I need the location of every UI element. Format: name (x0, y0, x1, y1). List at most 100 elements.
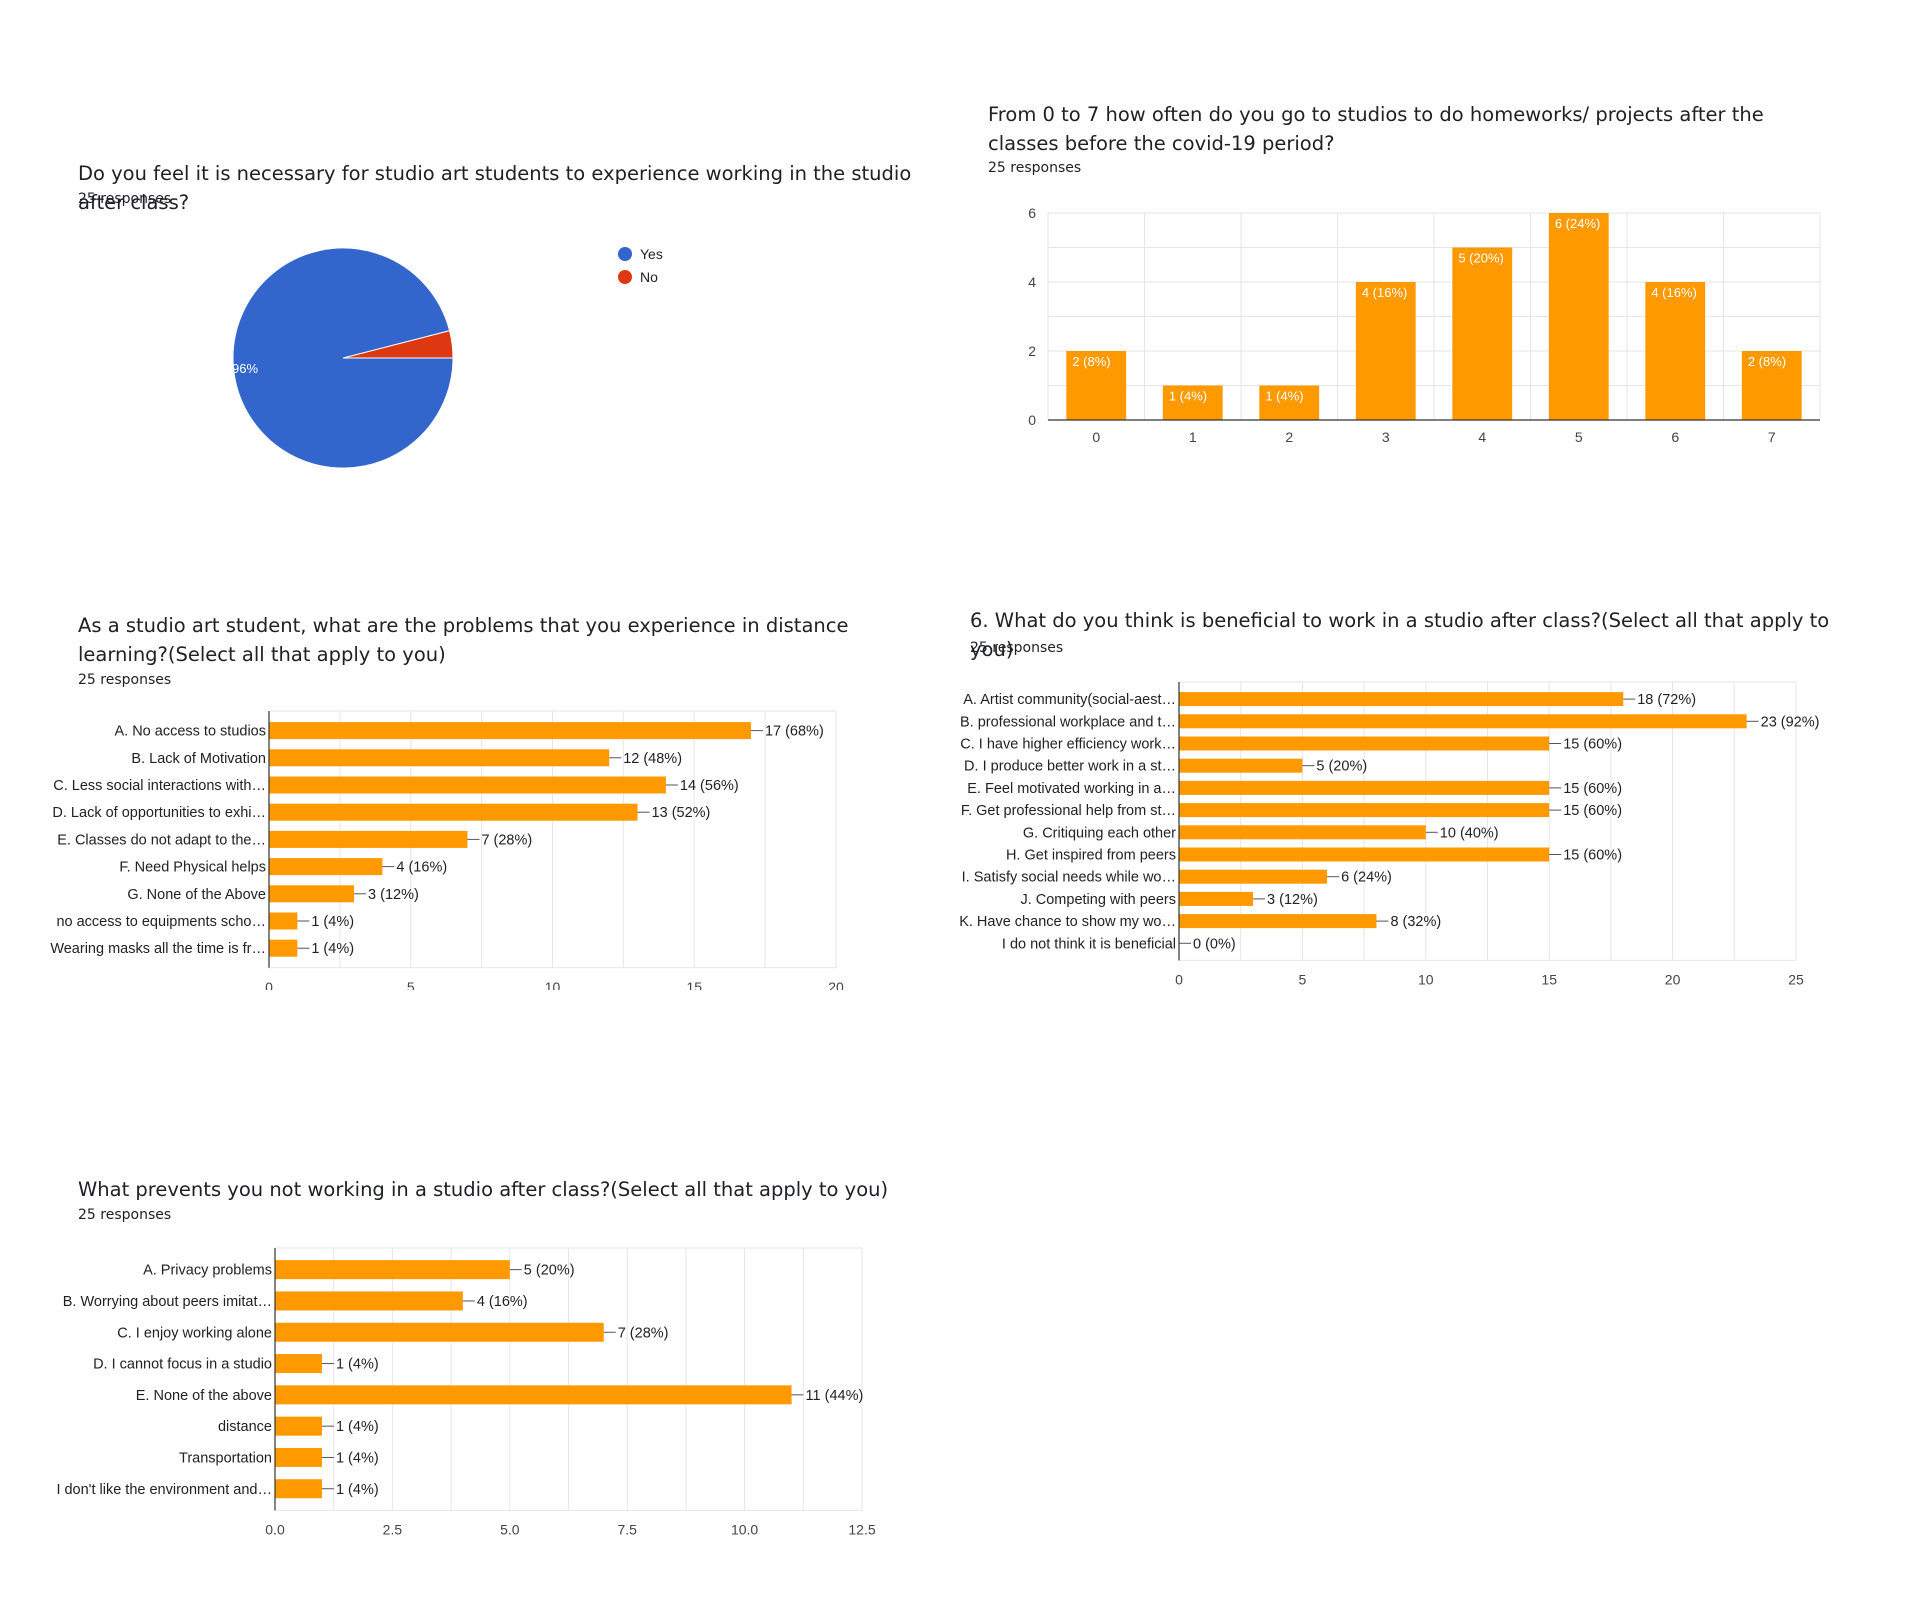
bar-data-label: 5 (20%) (1458, 251, 1504, 266)
x-tick-label: 4 (1478, 429, 1486, 445)
legend-label-no: No (640, 268, 658, 285)
x-tick-label: 15 (686, 979, 702, 990)
bar-data-label: 18 (72%) (1637, 692, 1696, 708)
pie-slice-yes (232, 247, 454, 469)
bar-data-label: 1 (4%) (336, 1357, 379, 1373)
q3-bar-chart: 0 5 10 15 20 17 (68%) A. No access to studios 1… (50, 710, 844, 990)
x-tick-label: 5 (1299, 971, 1307, 985)
x-tick-label: 12.5 (848, 1521, 875, 1535)
bar (275, 1260, 510, 1280)
x-tick-label: 5.0 (500, 1521, 520, 1535)
bar-data-label: 7 (28%) (618, 1325, 669, 1341)
bar-data-label: 6 (24%) (1341, 870, 1392, 886)
bar-data-label: 0 (0%) (1193, 936, 1236, 952)
pie-slice-label-yes: 96% (232, 361, 258, 376)
bar-data-label: 14 (56%) (680, 778, 739, 794)
y-tick-label: 4 (1028, 274, 1036, 290)
category-label: F. Need Physical helps (119, 860, 266, 876)
bar-data-label: 12 (48%) (623, 751, 682, 767)
legend-dot-yes (618, 246, 632, 261)
bar-data-label: 3 (12%) (368, 887, 419, 903)
category-label: F. Get professional help from st… (961, 803, 1176, 819)
x-tick-label: 6 (1671, 429, 1679, 445)
bar-data-label: 2 (8%) (1748, 354, 1786, 369)
category-label: D. I produce better work in a st… (964, 759, 1176, 775)
bar-data-label: 5 (20%) (1316, 759, 1367, 775)
category-label: G. Critiquing each other (1023, 825, 1176, 841)
category-label: E. None of the above (136, 1388, 272, 1404)
bar-3 (1355, 282, 1416, 420)
bar-data-label: 4 (16%) (1362, 285, 1408, 300)
bar (1179, 891, 1254, 906)
bar (275, 1479, 322, 1499)
category-label: C. I have higher efficiency work… (960, 737, 1176, 753)
legend-dot-no (618, 269, 632, 284)
y-tick-label: 6 (1028, 205, 1036, 221)
bar-data-label: 1 (4%) (1169, 389, 1207, 404)
bar-0 (1066, 351, 1127, 420)
x-tick-label: 20 (828, 979, 844, 990)
q1-legend: Yes No (618, 242, 663, 288)
legend-item-yes: Yes (618, 242, 663, 265)
x-tick-label: 10.0 (731, 1521, 758, 1535)
bar-5 (1548, 213, 1609, 420)
q1-title: Do you feel it is necessary for studio a… (78, 162, 912, 214)
q2-title: From 0 to 7 how often do you go to studi… (988, 103, 1764, 155)
x-tick-label: 7.5 (617, 1521, 637, 1535)
bar (1179, 780, 1550, 795)
q2-responses: 25 responses (988, 160, 1082, 176)
bar-data-label: 15 (60%) (1563, 848, 1622, 864)
category-label: K. Have chance to show my wo… (959, 914, 1176, 930)
category-label: J. Competing with peers (1020, 892, 1176, 908)
bar (269, 830, 468, 848)
bar-data-label: 1 (4%) (1265, 389, 1303, 404)
q5-panel: What prevents you not working in a studi… (0, 0, 950, 1598)
category-label: no access to equipments scho… (56, 914, 266, 930)
category-label: C. I enjoy working alone (117, 1325, 272, 1341)
x-tick-label: 10 (1418, 971, 1434, 985)
x-tick-label: 20 (1665, 971, 1681, 985)
bar (1179, 714, 1747, 729)
bar-data-label: 4 (16%) (396, 860, 447, 876)
bar-data-label: 15 (60%) (1563, 781, 1622, 797)
legend-label-yes: Yes (640, 245, 663, 262)
bar-data-label: 5 (20%) (524, 1263, 575, 1279)
q1-panel: Do you feel it is necessary for studio a… (0, 0, 950, 560)
bar-data-label: 13 (52%) (652, 805, 711, 821)
bar (275, 1291, 463, 1311)
x-tick-label: 0 (1092, 429, 1100, 445)
x-tick-label: 2 (1285, 429, 1293, 445)
x-tick-label: 5 (407, 979, 415, 990)
q4-responses: 25 responses (970, 640, 1064, 656)
bar (269, 722, 751, 740)
category-label: A. No access to studios (114, 724, 266, 740)
q4-panel: 6. What do you think is beneficial to wo… (959, 609, 1829, 985)
category-label: distance (218, 1419, 272, 1435)
category-label: Transportation (179, 1450, 272, 1466)
bar (275, 1354, 322, 1374)
category-label: I do not think it is beneficial (1002, 936, 1176, 952)
x-tick-label: 15 (1541, 971, 1557, 985)
category-label: D. I cannot focus in a studio (93, 1357, 272, 1373)
bar (269, 749, 610, 767)
category-label: H. Get inspired from peers (1006, 848, 1176, 864)
bar-4 (1452, 247, 1513, 420)
x-tick-label: 25 (1788, 971, 1804, 985)
bar-data-label: 2 (8%) (1072, 354, 1110, 369)
q3-title: As a studio art student, what are the pr… (78, 614, 849, 666)
y-tick-label: 0 (1028, 412, 1036, 428)
q2-panel: From 0 to 7 how often do you go to studi… (0, 0, 1910, 560)
x-tick-label: 3 (1382, 429, 1390, 445)
q2-bar-chart: 0 2 4 6 2 (8%) 0 1 (4%) 1 1 (4%) 2 4 (16%) 3 5 (20%)… (1028, 205, 1821, 445)
bar (275, 1322, 604, 1342)
q3-responses: 25 responses (78, 672, 172, 688)
bar (275, 1416, 322, 1436)
bar-data-label: 15 (60%) (1563, 803, 1622, 819)
bar-data-label: 4 (16%) (1651, 285, 1697, 300)
category-label: C. Less social interactions with… (53, 778, 266, 794)
bar (1179, 758, 1303, 773)
bar (275, 1447, 322, 1467)
category-label: E. Classes do not adapt to the… (57, 832, 266, 848)
bar-data-label: 15 (60%) (1563, 737, 1622, 753)
category-label: D. Lack of opportunities to exhi… (52, 805, 266, 821)
